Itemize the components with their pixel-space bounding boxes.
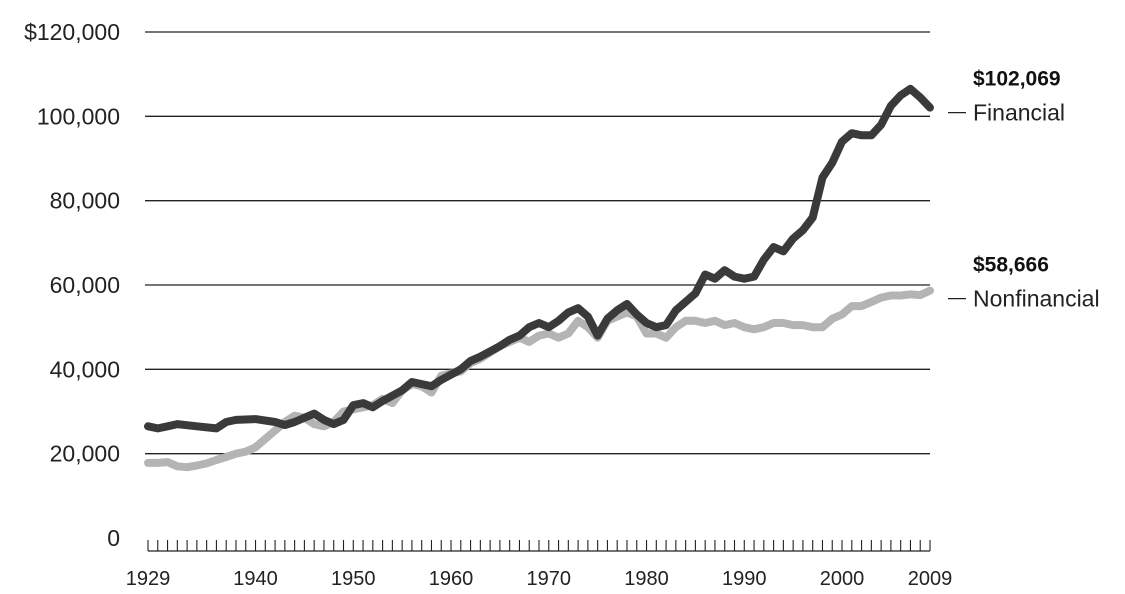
- y-tick-label-6: $120,000: [24, 19, 120, 45]
- series-line-nonfinancial: [144, 286, 934, 472]
- x-tick-label-5: 1980: [624, 568, 669, 590]
- y-tick-label-5: 100,000: [37, 103, 120, 129]
- y-tick-labels: 0 20,000 40,000 60,000 80,000 100,000 $120,000: [24, 19, 120, 551]
- x-tick-label-7: 2000: [820, 568, 865, 590]
- end-name-financial: Financial: [973, 100, 1065, 126]
- x-tick-label-0: 1929: [126, 568, 171, 590]
- x-tick-label-4: 1970: [527, 568, 572, 590]
- x-tick-label-2: 1950: [331, 568, 376, 590]
- x-tick-label-1: 1940: [233, 568, 278, 590]
- y-tick-label-3: 60,000: [50, 272, 120, 298]
- x-tick-label-6: 1990: [722, 568, 767, 590]
- y-tick-label-0: 0: [107, 525, 120, 551]
- gridlines: [145, 31, 930, 455]
- series-end-labels: $102,069 Financial $58,666 Nonfinancial: [948, 68, 1100, 312]
- end-value-nonfinancial: $58,666: [973, 254, 1049, 277]
- y-tick-label-1: 20,000: [50, 441, 120, 467]
- x-tick-label-3: 1960: [429, 568, 474, 590]
- end-name-nonfinancial: Nonfinancial: [973, 286, 1100, 312]
- end-value-financial: $102,069: [973, 68, 1061, 91]
- y-tick-label-4: 80,000: [50, 188, 120, 214]
- series-lines: [144, 84, 934, 472]
- x-axis: [147, 540, 931, 552]
- series-line-financial: [144, 84, 934, 433]
- x-tick-labels: 1929 1940 1950 1960 1970 1980 1990 2000 2009: [126, 568, 953, 590]
- y-tick-label-2: 40,000: [50, 356, 120, 382]
- x-tick-label-8: 2009: [908, 568, 953, 590]
